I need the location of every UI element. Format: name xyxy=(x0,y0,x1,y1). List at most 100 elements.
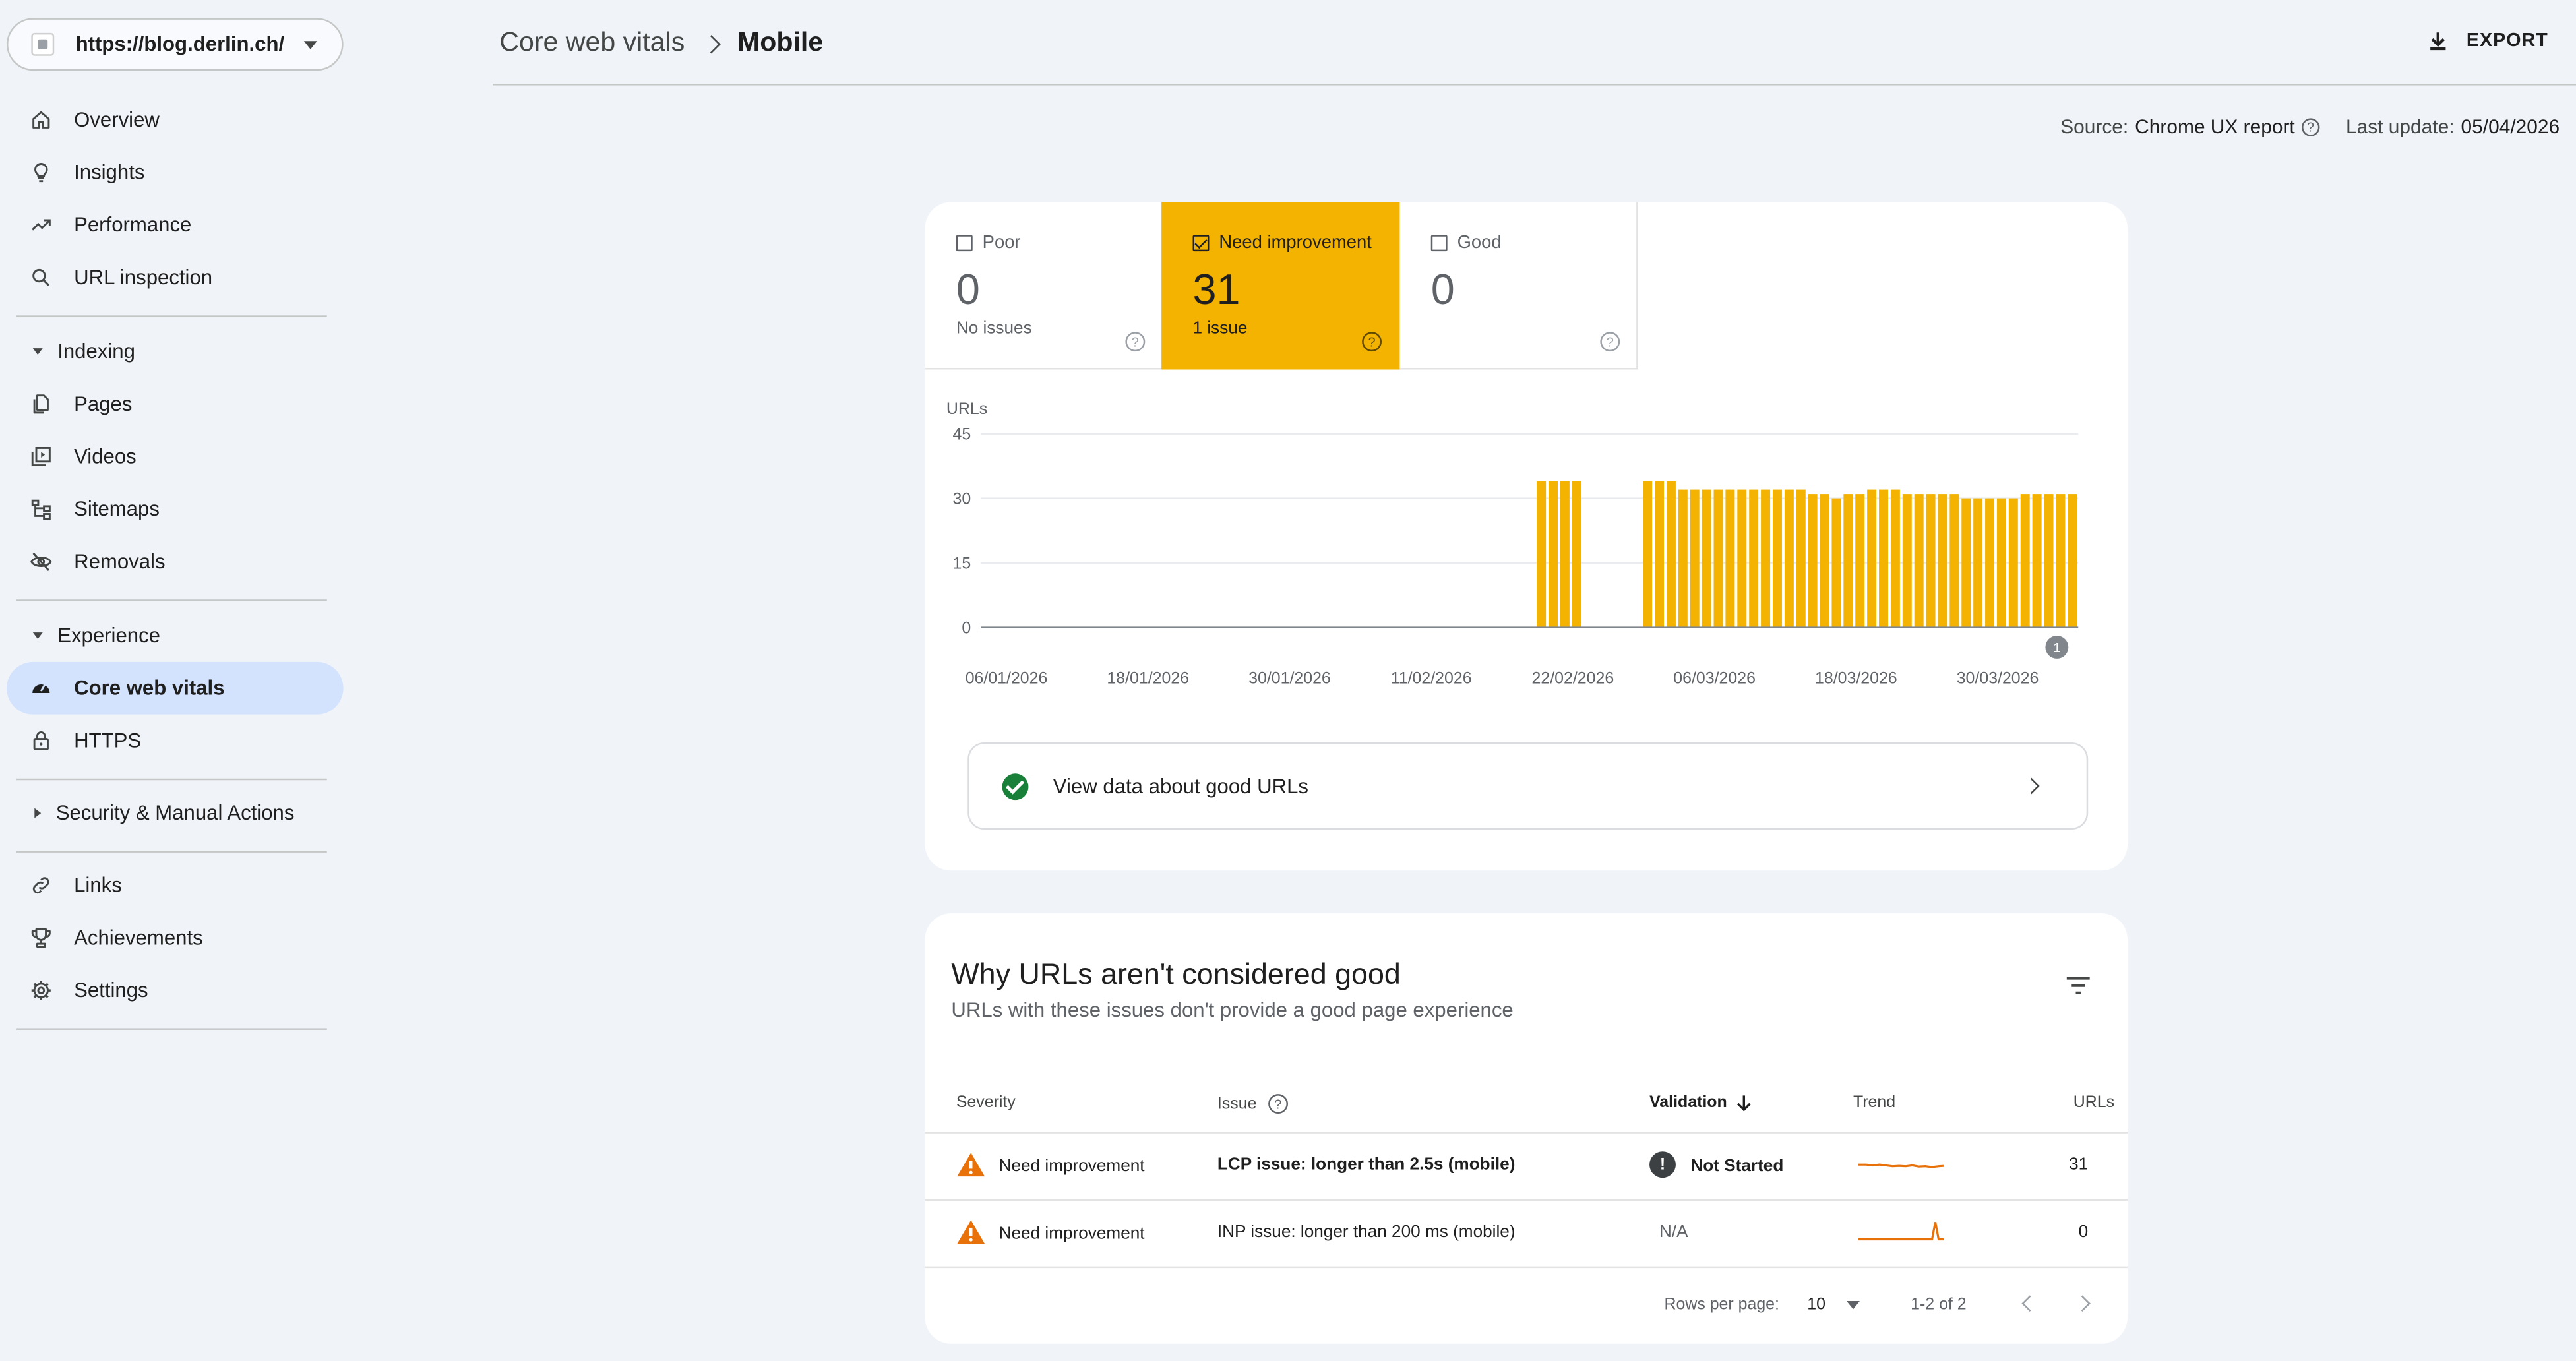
tile-need-improvement[interactable]: Need improvement 31 1 issue ? xyxy=(1161,202,1400,370)
check-circle-icon xyxy=(1002,773,1029,799)
nav-section-experience[interactable]: Experience xyxy=(7,609,344,662)
nav-sitemaps[interactable]: Sitemaps xyxy=(7,483,344,535)
chart-bar xyxy=(2020,494,2030,628)
last-update-label: Last update: xyxy=(2345,115,2455,138)
nav-label: URL inspection xyxy=(74,266,213,289)
nav-videos[interactable]: Videos xyxy=(7,431,344,483)
source-value: Chrome UX report xyxy=(2135,115,2295,138)
nav-section-indexing[interactable]: Indexing xyxy=(7,325,344,378)
nav-core-web-vitals[interactable]: Core web vitals xyxy=(6,661,344,715)
section-label: Indexing xyxy=(57,340,135,363)
help-icon[interactable]: ? xyxy=(2301,117,2320,136)
chart-bar xyxy=(1938,494,1947,628)
x-tick-label: 30/03/2026 xyxy=(1957,669,2039,687)
nav-links[interactable]: Links xyxy=(7,859,344,912)
chart-bar xyxy=(1643,481,1653,628)
eye-off-icon xyxy=(30,551,53,574)
tile-poor[interactable]: Poor 0 No issues ? xyxy=(925,202,1163,370)
col-validation[interactable]: Validation xyxy=(1649,1094,1754,1112)
nav-overview[interactable]: Overview xyxy=(7,94,344,146)
sitemap-icon xyxy=(30,498,53,521)
checkbox-need-improvement[interactable] xyxy=(1192,235,1210,252)
nav-label: HTTPS xyxy=(74,729,142,752)
chart-bar xyxy=(1796,489,1806,628)
lock-icon xyxy=(30,729,53,752)
issue-name: LCP issue: longer than 2.5s (mobile) xyxy=(1217,1155,1516,1175)
chart-bar xyxy=(1890,489,1900,628)
tile-sub: No issues xyxy=(956,318,1032,339)
filter-icon[interactable] xyxy=(2065,976,2091,996)
col-validation-label: Validation xyxy=(1649,1094,1727,1112)
prev-page-icon[interactable] xyxy=(2021,1295,2039,1312)
nav-settings[interactable]: Settings xyxy=(7,964,344,1017)
help-icon[interactable]: ? xyxy=(1125,332,1146,352)
nav-divider xyxy=(16,599,327,601)
severity-label: Need improvement xyxy=(998,1156,1145,1176)
view-good-urls-link[interactable]: View data about good URLs xyxy=(967,742,2089,830)
chart-bar xyxy=(1737,489,1747,628)
validation-cell: ! Not Started xyxy=(1649,1151,1783,1178)
col-issue[interactable]: Issue ? xyxy=(1217,1094,1288,1114)
col-severity[interactable]: Severity xyxy=(956,1094,1016,1112)
url-count: 0 xyxy=(2078,1222,2089,1242)
good-link-label: View data about good URLs xyxy=(1053,774,1309,798)
annotation-label: 1 xyxy=(2053,641,2060,655)
chart-bar xyxy=(1749,489,1759,628)
x-tick-label: 06/01/2026 xyxy=(966,669,1048,687)
link-icon xyxy=(30,874,53,897)
help-icon[interactable]: ? xyxy=(1268,1094,1288,1114)
x-tick-label: 18/01/2026 xyxy=(1107,669,1189,687)
chart-bar xyxy=(1678,489,1688,628)
nav-section-security[interactable]: Security & Manual Actions xyxy=(7,787,344,839)
rows-per-page-select[interactable]: 10 xyxy=(1807,1296,1825,1314)
next-page-icon[interactable] xyxy=(2074,1295,2091,1312)
checkbox-good[interactable] xyxy=(1430,235,1448,252)
property-selector[interactable]: https://blog.derlin.ch/ xyxy=(6,18,344,71)
summary-card: Poor 0 No issues ? Need improvement 31 1… xyxy=(925,202,2128,871)
col-issue-label: Issue xyxy=(1217,1095,1257,1113)
gear-icon xyxy=(30,979,53,1002)
breadcrumb-core-web-vitals[interactable]: Core web vitals xyxy=(499,28,685,58)
property-url: https://blog.derlin.ch/ xyxy=(75,32,285,56)
arrow-down-icon xyxy=(1737,1095,1752,1112)
nav-label: Insights xyxy=(74,161,145,185)
nav-divider xyxy=(16,1028,327,1030)
chart-bar xyxy=(2032,494,2042,628)
chevron-down-icon[interactable] xyxy=(1846,1300,1860,1310)
nav-label: Sitemaps xyxy=(74,497,160,521)
nav-removals[interactable]: Removals xyxy=(7,535,344,588)
table-row[interactable]: Need improvement INP issue: longer than … xyxy=(925,1201,2128,1269)
chart-bar xyxy=(1926,494,1936,628)
nav-https[interactable]: HTTPS xyxy=(7,715,344,768)
tile-count: 31 xyxy=(1192,264,1241,314)
help-icon[interactable]: ? xyxy=(1362,332,1382,352)
col-urls[interactable]: URLs xyxy=(2073,1094,2115,1112)
source-label: Source: xyxy=(2060,115,2129,138)
chart-bar xyxy=(1867,489,1877,628)
chart-bar xyxy=(1655,481,1665,628)
nav-achievements[interactable]: Achievements xyxy=(7,912,344,965)
trend-sparkline xyxy=(1858,1222,1944,1241)
download-icon xyxy=(2430,32,2447,51)
nav-label: Performance xyxy=(74,213,192,237)
url-count: 31 xyxy=(2069,1155,2089,1175)
tile-good[interactable]: Good 0 ? xyxy=(1399,202,1638,370)
last-update-value: 05/04/2026 xyxy=(2461,115,2560,138)
nav-label: Achievements xyxy=(74,926,203,950)
table-row[interactable]: Need improvement LCP issue: longer than … xyxy=(925,1134,2128,1201)
chart-bar xyxy=(1855,494,1865,628)
lightbulb-icon xyxy=(30,161,53,184)
nav-insights[interactable]: Insights xyxy=(7,146,344,199)
validation-status: N/A xyxy=(1659,1222,1688,1242)
help-icon[interactable]: ? xyxy=(1600,332,1620,352)
tile-label: Poor xyxy=(982,233,1021,253)
issues-subtitle: URLs with these issues don't provide a g… xyxy=(951,998,1514,1022)
nav-pages[interactable]: Pages xyxy=(7,378,344,431)
y-tick-label: 30 xyxy=(953,489,971,508)
checkbox-poor[interactable] xyxy=(956,235,973,252)
export-button[interactable]: EXPORT xyxy=(2427,30,2548,53)
site-favicon xyxy=(31,32,55,56)
nav-url-inspection[interactable]: URL inspection xyxy=(7,251,344,304)
tile-count: 0 xyxy=(1430,264,1455,314)
nav-performance[interactable]: Performance xyxy=(7,198,344,251)
